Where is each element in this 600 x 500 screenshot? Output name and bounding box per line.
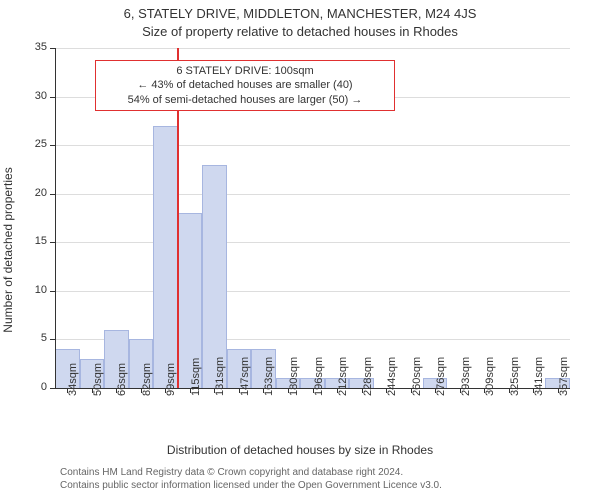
y-tick-label: 20: [23, 187, 47, 199]
footer-line1: Contains HM Land Registry data © Crown c…: [60, 466, 442, 479]
grid-line: [55, 194, 570, 195]
y-tick-label: 10: [23, 284, 47, 296]
annotation-line2: ← 43% of detached houses are smaller (40…: [102, 78, 388, 92]
x-tick-label: 309sqm: [484, 357, 496, 396]
y-tick-label: 35: [23, 41, 47, 53]
x-tick-label: 276sqm: [435, 357, 447, 396]
x-axis-label: Distribution of detached houses by size …: [0, 443, 600, 457]
histogram-chart: 6, STATELY DRIVE, MIDDLETON, MANCHESTER,…: [0, 0, 600, 500]
annotation-line3: 54% of semi-detached houses are larger (…: [102, 93, 388, 107]
x-tick-label: 293sqm: [460, 357, 472, 396]
annotation-callout: 6 STATELY DRIVE: 100sqm← 43% of detached…: [95, 60, 395, 111]
grid-line: [55, 48, 570, 49]
y-tick-label: 25: [23, 138, 47, 150]
x-tick-label: 131sqm: [214, 357, 226, 396]
x-tick-label: 34sqm: [67, 363, 79, 396]
x-tick-label: 66sqm: [116, 363, 128, 396]
x-tick-label: 50sqm: [92, 363, 104, 396]
x-tick-label: 212sqm: [337, 357, 349, 396]
x-tick-label: 244sqm: [386, 357, 398, 396]
x-tick-label: 163sqm: [263, 357, 275, 396]
x-tick-label: 260sqm: [411, 357, 423, 396]
chart-title-line2: Size of property relative to detached ho…: [0, 24, 600, 39]
y-axis-label: Number of detached properties: [1, 167, 15, 332]
histogram-bar: [202, 165, 227, 388]
y-tick-label: 5: [23, 332, 47, 344]
x-tick-label: 228sqm: [362, 357, 374, 396]
annotation-line1: 6 STATELY DRIVE: 100sqm: [102, 64, 388, 78]
x-tick-label: 82sqm: [141, 363, 153, 396]
footer-attribution: Contains HM Land Registry data © Crown c…: [60, 466, 442, 492]
grid-line: [55, 242, 570, 243]
x-tick-label: 341sqm: [533, 357, 545, 396]
x-tick-label: 115sqm: [190, 358, 202, 396]
histogram-bar: [153, 126, 178, 388]
grid-line: [55, 291, 570, 292]
x-tick-label: 357sqm: [558, 357, 570, 396]
x-tick-label: 180sqm: [288, 357, 300, 396]
grid-line: [55, 145, 570, 146]
chart-title-line1: 6, STATELY DRIVE, MIDDLETON, MANCHESTER,…: [0, 6, 600, 21]
footer-line2: Contains public sector information licen…: [60, 479, 442, 492]
y-tick-label: 15: [23, 235, 47, 247]
x-tick-label: 99sqm: [165, 363, 177, 396]
y-tick-label: 30: [23, 90, 47, 102]
x-tick-label: 196sqm: [313, 357, 325, 396]
x-tick-label: 147sqm: [239, 357, 251, 396]
x-tick-label: 325sqm: [509, 357, 521, 396]
y-tick-label: 0: [23, 381, 47, 393]
y-axis-line: [55, 48, 56, 388]
